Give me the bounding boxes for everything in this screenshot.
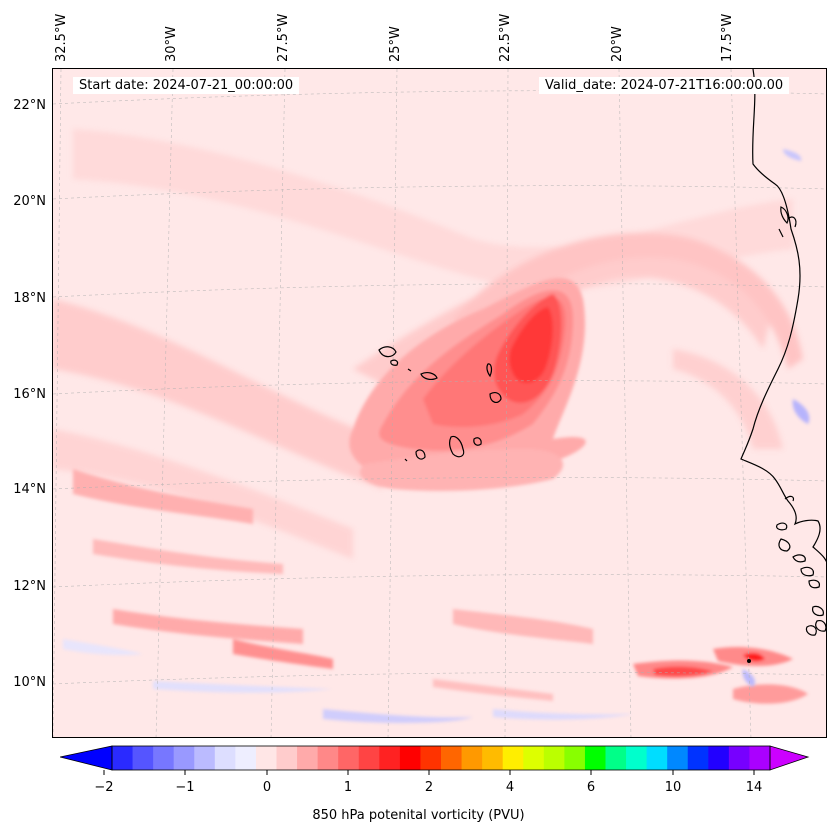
colorbar-segment xyxy=(194,746,216,770)
lon-label-30w: 30°W xyxy=(164,26,179,62)
colorbar-segment xyxy=(687,746,709,770)
colorbar-segment xyxy=(667,746,689,770)
cb-tick-label: 6 xyxy=(586,780,596,795)
lat-label-10n: 10°N xyxy=(13,675,46,690)
pv-maximum-cape-verde xyxy=(349,277,586,491)
cb-tick-label: −2 xyxy=(94,780,114,795)
colorbar-right-arrow xyxy=(769,745,810,771)
pv-peak-marker xyxy=(747,659,751,663)
lat-label-22n: 22°N xyxy=(13,98,46,113)
colorbar-segment xyxy=(317,746,339,770)
map-panel[interactable]: Start date: 2024-07-21_00:00:00 Valid_da… xyxy=(52,68,827,738)
colorbar-segment xyxy=(708,746,730,770)
colorbar-segment xyxy=(441,746,463,770)
lat-label-18n: 18°N xyxy=(13,291,46,306)
colorbar-segment xyxy=(626,746,648,770)
cb-tick-label: 10 xyxy=(664,780,682,795)
pv-contours-negative xyxy=(63,149,810,723)
colorbar-segment xyxy=(338,746,360,770)
colorbar-segment xyxy=(379,746,401,770)
colorbar-segment xyxy=(584,746,606,770)
colorbar-segment xyxy=(214,746,236,770)
colorbar-segment xyxy=(297,746,319,770)
cb-tick-label: 1 xyxy=(343,780,353,795)
african-coastline xyxy=(740,69,826,636)
colorbar-left-arrow xyxy=(60,745,113,771)
pv-contours-south xyxy=(73,469,808,704)
lon-label-27-5w: 27.5°W xyxy=(276,13,291,62)
colorbar-segment xyxy=(502,746,524,770)
colorbar-segment xyxy=(153,746,175,770)
colorbar-segment xyxy=(523,746,545,770)
colorbar-label: 850 hPa potenital vorticity (PVU) xyxy=(312,808,525,823)
cb-tick-label: 4 xyxy=(505,780,515,795)
lon-label-22-5w: 22.5°W xyxy=(498,13,513,62)
valid-date-label: Valid_date: 2024-07-21T16:00:00.00 xyxy=(539,77,790,94)
graticule xyxy=(53,69,826,737)
colorbar-segment xyxy=(173,746,195,770)
colorbar-segments xyxy=(112,746,771,770)
cb-tick-label: 14 xyxy=(745,780,763,795)
lon-label-32-5w: 32.5°W xyxy=(54,13,69,62)
colorbar-segment xyxy=(358,746,380,770)
colorbar-segment xyxy=(605,746,627,770)
colorbar-ticks xyxy=(103,770,755,775)
colorbar-segment xyxy=(420,746,442,770)
colorbar-segment xyxy=(255,746,277,770)
lat-label-20n: 20°N xyxy=(13,194,46,209)
colorbar xyxy=(60,745,810,775)
colorbar-segment xyxy=(728,746,750,770)
lat-label-14n: 14°N xyxy=(13,482,46,497)
start-date-label: Start date: 2024-07-21_00:00:00 xyxy=(73,77,300,94)
lat-label-12n: 12°N xyxy=(13,579,46,594)
pv-field-map xyxy=(53,69,826,737)
colorbar-segment xyxy=(482,746,504,770)
colorbar-segment xyxy=(235,746,257,770)
colorbar-segment xyxy=(564,746,586,770)
colorbar-segment xyxy=(132,746,154,770)
lon-label-17-5w: 17.5°W xyxy=(720,13,735,62)
colorbar-segment xyxy=(461,746,483,770)
colorbar-border xyxy=(111,745,771,771)
cb-tick-label: −1 xyxy=(175,780,195,795)
cape-verde-islands xyxy=(378,346,502,462)
colorbar-segment xyxy=(399,746,421,770)
cb-tick-label: 0 xyxy=(262,780,272,795)
lon-label-20w: 20°W xyxy=(610,26,625,62)
lon-label-25w: 25°W xyxy=(388,26,403,62)
lat-label-16n: 16°N xyxy=(13,387,46,402)
colorbar-segment xyxy=(646,746,668,770)
cb-tick-label: 2 xyxy=(424,780,434,795)
colorbar-segment xyxy=(276,746,298,770)
colorbar-segment xyxy=(112,746,134,770)
colorbar-segment xyxy=(749,746,771,770)
colorbar-segment xyxy=(543,746,565,770)
